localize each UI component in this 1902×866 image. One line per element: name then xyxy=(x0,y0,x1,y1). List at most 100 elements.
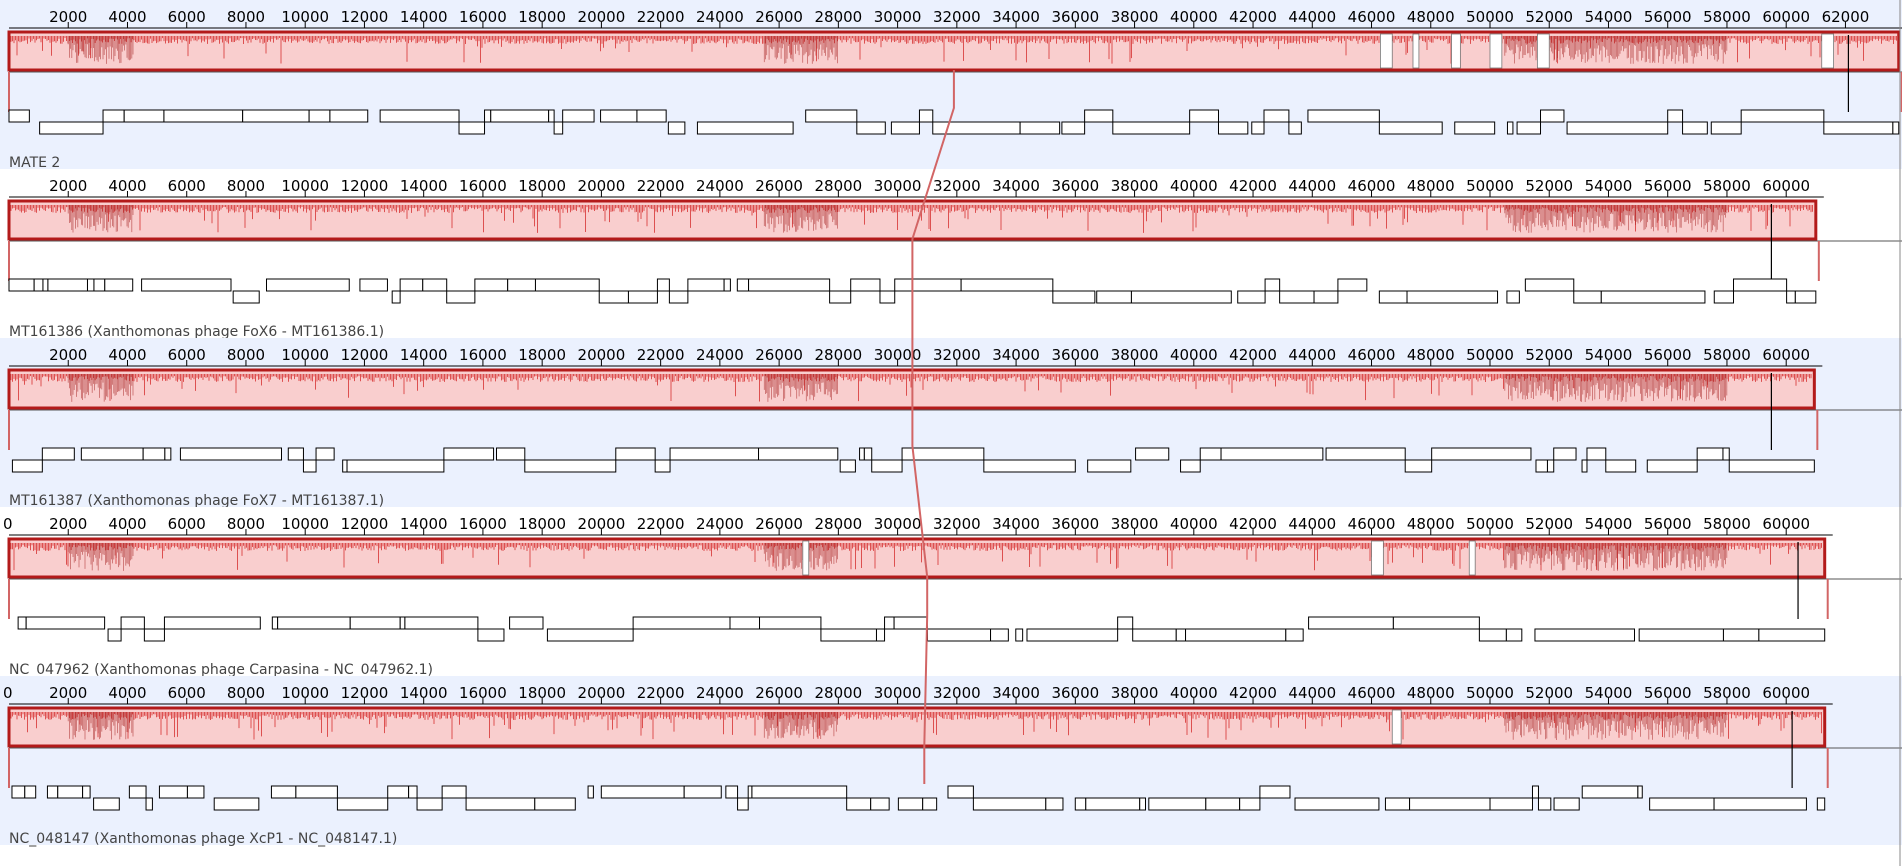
gene-box[interactable] xyxy=(408,785,418,799)
gene-box[interactable] xyxy=(143,628,165,642)
gene-box[interactable] xyxy=(1288,121,1302,135)
gene-box[interactable] xyxy=(1581,785,1639,799)
gene-box[interactable] xyxy=(859,447,865,461)
gene-box[interactable] xyxy=(346,459,445,473)
gene-box[interactable] xyxy=(1728,459,1815,473)
gene-box[interactable] xyxy=(387,785,410,799)
gene-box[interactable] xyxy=(1130,290,1232,304)
gene-box[interactable] xyxy=(179,447,282,461)
gene-box[interactable] xyxy=(1279,290,1315,304)
gene-box[interactable] xyxy=(47,278,88,292)
gene-box[interactable] xyxy=(1696,447,1724,461)
gene-box[interactable] xyxy=(342,459,348,473)
gene-box[interactable] xyxy=(1605,459,1637,473)
gene-box[interactable] xyxy=(1823,121,1894,135)
gene-box[interactable] xyxy=(496,447,526,461)
gene-box[interactable] xyxy=(654,459,671,473)
gene-box[interactable] xyxy=(128,785,147,799)
gene-box[interactable] xyxy=(598,290,629,304)
gene-box[interactable] xyxy=(1112,121,1191,135)
gene-box[interactable] xyxy=(399,616,406,630)
gene-box[interactable] xyxy=(404,616,479,630)
gene-box[interactable] xyxy=(1139,797,1146,811)
gene-box[interactable] xyxy=(983,459,1076,473)
gene-box[interactable] xyxy=(1259,785,1291,799)
gene-box[interactable] xyxy=(422,278,448,292)
gene-box[interactable] xyxy=(1646,459,1698,473)
gene-box[interactable] xyxy=(1892,121,1900,135)
gene-box[interactable] xyxy=(349,616,401,630)
gene-box[interactable] xyxy=(441,785,467,799)
gene-box[interactable] xyxy=(93,797,120,811)
gene-box[interactable] xyxy=(1378,121,1443,135)
gene-box[interactable] xyxy=(600,109,638,123)
gene-box[interactable] xyxy=(232,290,260,304)
gene-box[interactable] xyxy=(1313,290,1339,304)
gene-box[interactable] xyxy=(1758,628,1826,642)
gene-box[interactable] xyxy=(893,616,929,630)
gene-box[interactable] xyxy=(1074,797,1087,811)
gene-box[interactable] xyxy=(1553,797,1580,811)
gene-box[interactable] xyxy=(1794,290,1817,304)
gene-box[interactable] xyxy=(918,109,934,123)
gene-box[interactable] xyxy=(736,278,750,292)
gene-box[interactable] xyxy=(1392,616,1480,630)
gene-box[interactable] xyxy=(1199,447,1222,461)
gene-box[interactable] xyxy=(863,447,873,461)
gene-box[interactable] xyxy=(829,290,852,304)
gene-box[interactable] xyxy=(1816,797,1826,811)
gene-box[interactable] xyxy=(1087,459,1132,473)
gene-box[interactable] xyxy=(871,459,903,473)
gene-box[interactable] xyxy=(636,109,667,123)
gene-box[interactable] xyxy=(163,616,261,630)
gene-box[interactable] xyxy=(1019,121,1061,135)
gene-box[interactable] xyxy=(668,290,689,304)
gene-box[interactable] xyxy=(11,459,43,473)
gene-box[interactable] xyxy=(24,785,37,799)
gene-box[interactable] xyxy=(271,616,279,630)
gene-box[interactable] xyxy=(474,278,509,292)
gene-box[interactable] xyxy=(509,616,544,630)
gene-box[interactable] xyxy=(1546,459,1555,473)
gene-box[interactable] xyxy=(1337,278,1368,292)
gene-box[interactable] xyxy=(1454,121,1496,135)
gene-box[interactable] xyxy=(1649,797,1715,811)
gene-box[interactable] xyxy=(11,785,26,799)
gene-box[interactable] xyxy=(850,278,881,292)
gene-box[interactable] xyxy=(302,459,317,473)
gene-box[interactable] xyxy=(1553,447,1577,461)
gene-box[interactable] xyxy=(759,616,822,630)
gene-box[interactable] xyxy=(751,785,848,799)
gene-box[interactable] xyxy=(1722,628,1760,642)
gene-box[interactable] xyxy=(1015,628,1024,642)
gene-box[interactable] xyxy=(1516,121,1542,135)
gene-box[interactable] xyxy=(443,447,495,461)
gene-box[interactable] xyxy=(1506,290,1520,304)
gene-box[interactable] xyxy=(990,628,1009,642)
gene-box[interactable] xyxy=(42,278,49,292)
gene-box[interactable] xyxy=(287,447,304,461)
gene-box[interactable] xyxy=(270,785,297,799)
gene-box[interactable] xyxy=(17,616,27,630)
gene-box[interactable] xyxy=(856,121,886,135)
gene-box[interactable] xyxy=(927,628,992,642)
gene-box[interactable] xyxy=(8,109,30,123)
gene-box[interactable] xyxy=(1061,121,1086,135)
gene-box[interactable] xyxy=(145,797,153,811)
gene-box[interactable] xyxy=(1294,797,1380,811)
gene-box[interactable] xyxy=(277,616,351,630)
genome-panel[interactable]: 2000 4000 6000 8000 10000 12000 14000 16000 1800… xyxy=(0,338,1902,509)
gene-box[interactable] xyxy=(1489,797,1533,811)
gene-box[interactable] xyxy=(922,797,938,811)
gene-box[interactable] xyxy=(553,121,564,135)
gene-box[interactable] xyxy=(1505,628,1523,642)
gene-box[interactable] xyxy=(534,797,576,811)
gene-box[interactable] xyxy=(875,628,886,642)
gene-box[interactable] xyxy=(1185,628,1287,642)
gene-box[interactable] xyxy=(163,109,244,123)
gene-box[interactable] xyxy=(839,459,856,473)
gene-box[interactable] xyxy=(86,278,95,292)
gene-box[interactable] xyxy=(901,447,985,461)
gene-box[interactable] xyxy=(1667,109,1684,123)
gene-box[interactable] xyxy=(336,797,389,811)
